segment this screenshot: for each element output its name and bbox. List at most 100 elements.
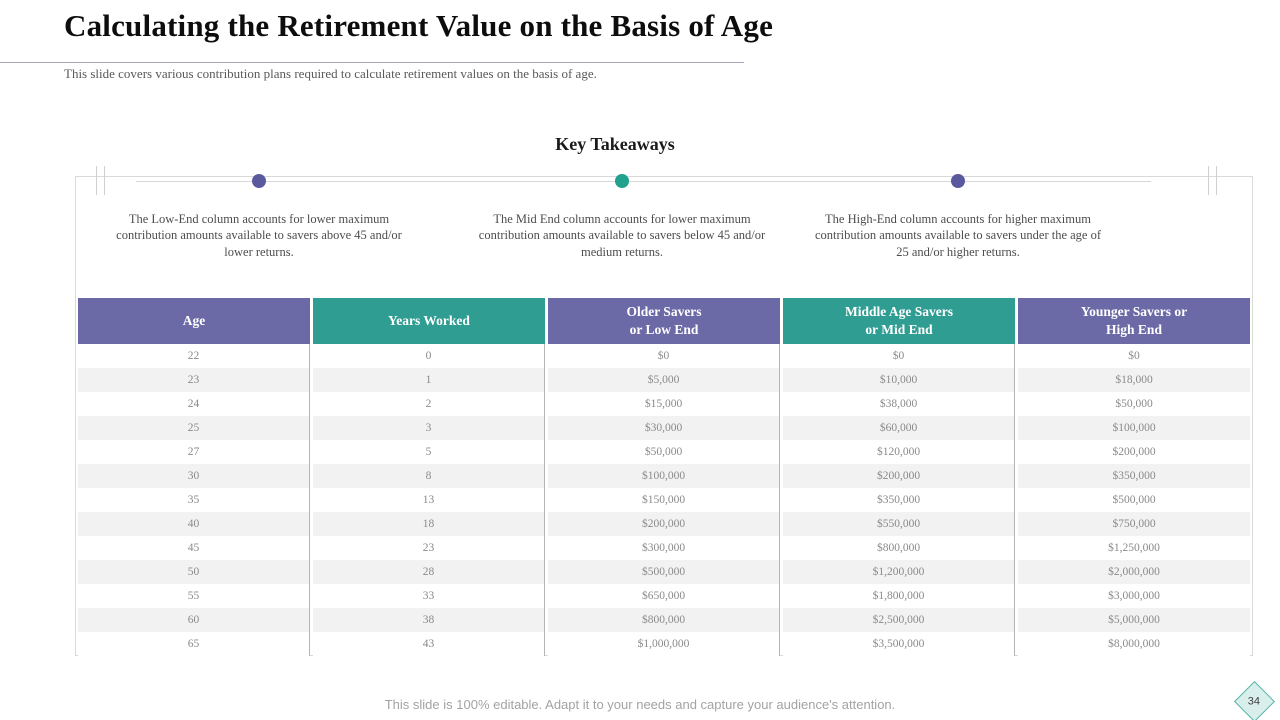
table-cell: 55 (78, 584, 309, 608)
takeaway-text: The Low-End column accounts for lower ma… (116, 212, 402, 259)
table-cell: $3,500,000 (783, 632, 1014, 656)
table-cell: 40 (78, 512, 309, 536)
table-cell: $800,000 (548, 608, 779, 632)
table-cell: $3,000,000 (1018, 584, 1250, 608)
table-cell: 27 (78, 440, 309, 464)
table-cell: $15,000 (548, 392, 779, 416)
table-cell: $650,000 (548, 584, 779, 608)
table-cell: 28 (313, 560, 544, 584)
table-cell: $150,000 (548, 488, 779, 512)
column-body: $0 $10,000 $38,000 $60,000 $120,000 $200,000 $… (783, 344, 1015, 656)
table-cell: $100,000 (1018, 416, 1250, 440)
table-cell: $0 (548, 344, 779, 368)
table-cell: $550,000 (783, 512, 1014, 536)
table-cell: 60 (78, 608, 309, 632)
page-title: Calculating the Retirement Value on the … (64, 8, 774, 43)
table-cell: $30,000 (548, 416, 779, 440)
table-cell: $50,000 (1018, 392, 1250, 416)
timeline-tick (96, 166, 97, 195)
table-cell: $5,000 (548, 368, 779, 392)
table-cell: $200,000 (783, 464, 1014, 488)
table-cell: $5,000,000 (1018, 608, 1250, 632)
table-cell: 23 (313, 536, 544, 560)
table-cell: $38,000 (783, 392, 1014, 416)
table-cell: 65 (78, 632, 309, 656)
column-header: Older Savers or Low End (548, 298, 780, 344)
table-cell: $350,000 (1018, 464, 1250, 488)
table-cell: $120,000 (783, 440, 1014, 464)
content-frame: Age 22 23 24 25 27 30 35 40 45 50 55 60 65 Years Worke… (75, 166, 1253, 656)
column-header: Younger Savers or High End (1018, 298, 1250, 344)
table-cell: 18 (313, 512, 544, 536)
takeaway-text: The Mid End column accounts for lower ma… (478, 212, 766, 259)
table-cell: 22 (78, 344, 309, 368)
table-cell: $1,200,000 (783, 560, 1014, 584)
column-header: Middle Age Savers or Mid End (783, 298, 1015, 344)
timeline-tick (1208, 166, 1209, 195)
table-cell: $2,000,000 (1018, 560, 1250, 584)
table-column: Older Savers or Low End $0 $5,000 $15,000 $30… (548, 298, 780, 656)
table-column: Age 22 23 24 25 27 30 35 40 45 50 55 60 65 (78, 298, 310, 656)
slide-subtitle: This slide covers various contribution p… (64, 66, 597, 81)
timeline-line (136, 181, 1151, 182)
column-body: 0 1 2 3 5 8 13 18 23 28 33 38 43 (313, 344, 545, 656)
table-cell: $350,000 (783, 488, 1014, 512)
table-cell: 8 (313, 464, 544, 488)
column-body: $0 $18,000 $50,000 $100,000 $200,000 $350,000… (1018, 344, 1250, 656)
table-cell: $0 (1018, 344, 1250, 368)
table-column: Younger Savers or High End $0 $18,000 $50,00… (1018, 298, 1250, 656)
table-cell: $18,000 (1018, 368, 1250, 392)
retirement-table: Age 22 23 24 25 27 30 35 40 45 50 55 60 65 Years Worke… (78, 298, 1250, 656)
table-cell: 38 (313, 608, 544, 632)
table-cell: $10,000 (783, 368, 1014, 392)
column-body: $0 $5,000 $15,000 $30,000 $50,000 $100,000 $15… (548, 344, 780, 656)
footer-note: This slide is 100% editable. Adapt it to… (384, 697, 896, 712)
title-divider (0, 62, 744, 63)
table-cell: $50,000 (548, 440, 779, 464)
table-cell: $200,000 (1018, 440, 1250, 464)
table-cell: 5 (313, 440, 544, 464)
table-cell: $800,000 (783, 536, 1014, 560)
table-cell: $200,000 (548, 512, 779, 536)
table-cell: 23 (78, 368, 309, 392)
table-cell: $1,800,000 (783, 584, 1014, 608)
table-cell: 24 (78, 392, 309, 416)
table-cell: $100,000 (548, 464, 779, 488)
table-cell: $8,000,000 (1018, 632, 1250, 656)
table-column: Years Worked 0 1 2 3 5 8 13 18 23 28 33 38 43 (313, 298, 545, 656)
table-cell: 35 (78, 488, 309, 512)
table-cell: $1,250,000 (1018, 536, 1250, 560)
timeline-dot (615, 174, 629, 188)
table-cell: $0 (783, 344, 1014, 368)
table-cell: 45 (78, 536, 309, 560)
takeaway-text: The High-End column accounts for higher … (814, 212, 1102, 259)
table-cell: $500,000 (1018, 488, 1250, 512)
timeline-dot (951, 174, 965, 188)
table-cell: 43 (313, 632, 544, 656)
table-cell: 0 (313, 344, 544, 368)
table-cell: 13 (313, 488, 544, 512)
table-cell: $300,000 (548, 536, 779, 560)
table-cell: 50 (78, 560, 309, 584)
table-cell: $2,500,000 (783, 608, 1014, 632)
column-header: Years Worked (313, 298, 545, 344)
column-header: Age (78, 298, 310, 344)
page-number: 34 (1248, 695, 1261, 708)
table-cell: $60,000 (783, 416, 1014, 440)
table-cell: 1 (313, 368, 544, 392)
table-column: Middle Age Savers or Mid End $0 $10,000 $38,… (783, 298, 1015, 656)
table-cell: 30 (78, 464, 309, 488)
table-cell: 2 (313, 392, 544, 416)
key-takeaways-heading: Key Takeaways (555, 134, 675, 154)
table-cell: 25 (78, 416, 309, 440)
column-body: 22 23 24 25 27 30 35 40 45 50 55 60 65 (78, 344, 310, 656)
table-cell: 3 (313, 416, 544, 440)
table-cell: $500,000 (548, 560, 779, 584)
table-cell: $750,000 (1018, 512, 1250, 536)
table-cell: 33 (313, 584, 544, 608)
timeline-tick (104, 166, 105, 195)
table-cell: $1,000,000 (548, 632, 779, 656)
timeline-tick (1216, 166, 1217, 195)
page-number-badge: 34 (1233, 680, 1276, 720)
